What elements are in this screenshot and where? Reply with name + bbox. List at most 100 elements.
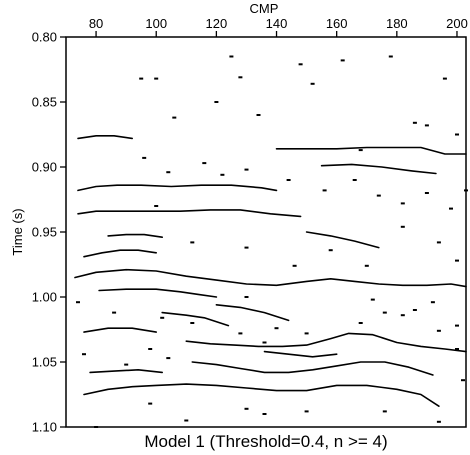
event-point <box>139 77 144 80</box>
event-point <box>310 82 315 85</box>
event-point <box>352 179 357 181</box>
event-point <box>166 171 171 174</box>
event-point <box>436 241 441 244</box>
event-point <box>412 309 417 311</box>
event-point <box>244 407 249 410</box>
x-tick-label: 180 <box>386 16 408 31</box>
event-segment <box>83 383 440 407</box>
x-tick-label: 200 <box>446 16 468 31</box>
event-point <box>424 124 429 127</box>
event-point <box>412 121 417 124</box>
event-point <box>112 311 117 314</box>
event-point <box>190 241 195 244</box>
event-point <box>400 225 405 228</box>
event-segment <box>98 288 218 298</box>
event-point <box>238 76 243 79</box>
event-point <box>328 249 333 252</box>
event-point <box>388 55 393 58</box>
event-point <box>124 363 129 366</box>
event-segment <box>161 311 230 327</box>
event-segment <box>77 209 302 218</box>
event-point <box>256 114 261 116</box>
event-point <box>262 341 267 344</box>
event-segment <box>191 361 434 376</box>
event-point <box>364 264 369 267</box>
x-tick-label: 100 <box>145 16 167 31</box>
y-tick-label: 0.90 <box>32 160 57 175</box>
event-segment <box>89 369 163 374</box>
y-axis-title: Time (s) <box>10 208 25 255</box>
chart-caption: Model 1 (Threshold=0.4, n >= 4) <box>144 432 387 451</box>
event-segment <box>275 146 467 155</box>
event-point <box>304 332 309 335</box>
event-point <box>449 207 453 210</box>
event-point <box>340 59 345 62</box>
event-point <box>382 311 387 314</box>
event-point <box>220 173 225 176</box>
event-point <box>442 77 447 80</box>
event-point <box>461 379 465 382</box>
event-point <box>154 205 159 207</box>
event-segment <box>263 350 338 358</box>
event-point <box>154 77 159 80</box>
event-point <box>82 353 86 356</box>
event-point <box>202 162 207 165</box>
event-segment <box>77 135 133 140</box>
event-point <box>172 116 177 119</box>
event-point <box>229 55 234 58</box>
event-point <box>298 63 303 66</box>
event-segment <box>305 231 380 249</box>
y-tick-label: 1.05 <box>32 355 57 370</box>
y-tick-label: 1.10 <box>32 420 57 435</box>
event-point <box>430 301 435 304</box>
event-point <box>184 419 189 422</box>
event-point <box>292 264 297 267</box>
event-point <box>148 348 153 350</box>
event-point <box>262 413 267 415</box>
event-point <box>436 420 441 423</box>
x-tick-label: 80 <box>89 16 103 31</box>
event-point <box>358 322 363 324</box>
event-point <box>76 301 80 304</box>
event-point <box>148 402 153 405</box>
event-point <box>244 168 249 171</box>
event-segment <box>107 233 163 238</box>
x-axis-ticks: 80 100 120 140 160 180 200 <box>89 16 468 37</box>
event-point <box>238 332 243 335</box>
event-point <box>214 101 219 103</box>
event-segment <box>83 327 157 333</box>
event-point <box>455 133 459 136</box>
event-point <box>455 324 459 327</box>
event-point <box>455 348 459 350</box>
x-tick-label: 140 <box>266 16 288 31</box>
event-segment <box>77 184 278 192</box>
y-tick-label: 0.80 <box>32 30 57 45</box>
event-segment <box>185 332 467 353</box>
event-point <box>142 156 147 159</box>
y-axis-ticks: 0.80 0.85 0.90 0.95 1.00 1.05 1.10 <box>32 30 66 435</box>
event-point <box>286 179 291 181</box>
event-point <box>455 259 459 262</box>
y-tick-label: 0.85 <box>32 95 57 110</box>
event-point <box>358 149 363 152</box>
event-point <box>160 316 165 319</box>
y-tick-label: 0.95 <box>32 225 57 240</box>
event-point <box>382 410 387 413</box>
event-segment <box>320 163 437 175</box>
event-point <box>166 357 171 360</box>
event-segment <box>215 304 290 322</box>
event-point <box>436 329 441 332</box>
event-point <box>400 202 405 205</box>
event-point <box>304 410 309 413</box>
event-point <box>244 246 249 249</box>
event-marks <box>74 55 468 428</box>
x-axis-title: CMP <box>250 1 279 16</box>
event-point <box>322 189 327 192</box>
event-point <box>190 322 195 324</box>
x-tick-label: 120 <box>206 16 228 31</box>
event-point <box>274 327 279 330</box>
event-segment <box>74 268 467 288</box>
y-tick-label: 1.00 <box>32 290 57 305</box>
plot-frame <box>65 36 467 428</box>
